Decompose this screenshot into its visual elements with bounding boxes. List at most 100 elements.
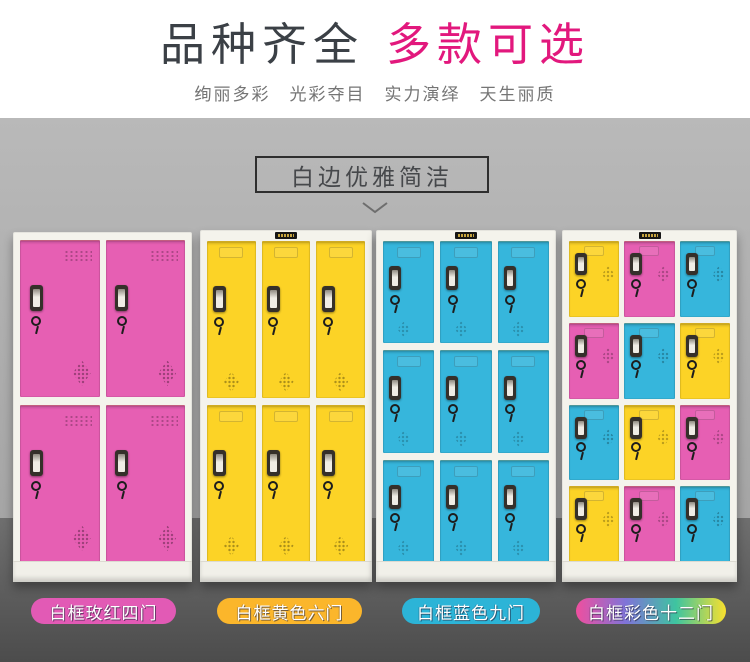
key-icon [576, 523, 587, 542]
locker-base [200, 561, 372, 582]
card-slot [511, 356, 536, 368]
card-slot [273, 411, 298, 422]
door-handle [115, 284, 129, 311]
vent-diamond-icon [512, 539, 526, 556]
vent-holes-icon [149, 415, 178, 427]
key-icon [576, 278, 587, 297]
card-slot [219, 247, 244, 258]
locker-door-pink [20, 240, 100, 397]
vent-diamond-icon [333, 371, 349, 392]
vent-diamond-icon [601, 265, 615, 283]
card-slot [639, 246, 660, 256]
vent-diamond-icon [657, 511, 671, 529]
door-handle [685, 253, 698, 276]
door-handle [389, 484, 402, 509]
door-handle [575, 334, 588, 357]
key-icon [686, 442, 698, 461]
key-icon [116, 315, 128, 334]
section-caption-label: 白边优雅简洁 [291, 163, 453, 190]
key-icon [631, 278, 642, 297]
vent-diamond-icon [454, 539, 468, 556]
door-handle [212, 285, 226, 312]
card-slot [328, 247, 353, 258]
vent-diamond-icon [333, 535, 349, 556]
locker-door-blue [679, 241, 730, 317]
key-icon [31, 315, 42, 334]
card-slot [453, 247, 478, 258]
card-slot [396, 465, 421, 477]
door-handle [685, 334, 698, 357]
locker-door-pink [624, 486, 675, 562]
door-handle [212, 449, 226, 476]
key-icon [447, 294, 459, 313]
locker-door-yellow [569, 241, 620, 317]
vent-diamond-icon [278, 535, 294, 556]
key-icon [631, 360, 642, 379]
card-slot [453, 356, 478, 368]
vent-diamond-icon [712, 265, 726, 283]
vent-holes-icon [64, 250, 93, 262]
locker-door-pink [105, 240, 185, 397]
vent-diamond-icon [512, 430, 526, 447]
vent-diamond-icon [72, 360, 91, 387]
locker-door-blue [497, 459, 549, 562]
key-icon [576, 442, 587, 461]
card-slot [639, 327, 660, 338]
door-handle [446, 266, 459, 291]
card-slot [639, 491, 660, 502]
card-slot [694, 491, 715, 502]
key-icon [323, 480, 334, 499]
product-label-blue-9door: 白框蓝色九门 [402, 598, 540, 624]
door-handle [503, 375, 516, 400]
door-handle [630, 334, 643, 357]
product-label-pink-4door: 白框玫红四门 [31, 598, 176, 624]
vent-diamond-icon [657, 347, 671, 365]
locker-door-blue [497, 350, 549, 453]
key-icon [686, 278, 698, 297]
key-icon [268, 316, 279, 335]
locker-base [13, 561, 192, 582]
locker-door-blue [569, 404, 620, 481]
vent-diamond-icon [158, 525, 177, 552]
card-slot [396, 356, 421, 368]
locker-door-yellow [624, 404, 675, 481]
door-handle [389, 266, 402, 291]
vent-diamond-icon [512, 321, 526, 338]
key-icon [686, 360, 698, 379]
chevron-down-icon [0, 201, 750, 214]
locker-door-pink [20, 405, 100, 562]
door-grid [383, 241, 549, 562]
locker-door-blue [624, 322, 675, 399]
card-slot [453, 465, 478, 477]
vent-diamond-icon [158, 360, 177, 387]
card-slot [396, 247, 421, 258]
title-main: 品种齐全 [159, 19, 364, 70]
vent-diamond-icon [712, 511, 726, 529]
locker-door-blue [383, 241, 435, 344]
locker-door-blue [440, 350, 492, 453]
key-icon [504, 404, 516, 423]
locker-pink-4door [13, 232, 192, 582]
door-handle [503, 266, 516, 291]
door-handle [322, 449, 336, 476]
key-icon [390, 513, 401, 532]
vent-diamond-icon [454, 430, 468, 447]
page-subtitle: 绚丽多彩 光彩夺目 实力演绎 天生丽质 [194, 85, 556, 104]
key-icon [323, 316, 334, 335]
card-slot [219, 411, 244, 422]
key-icon [447, 513, 459, 532]
vent-holes-icon [149, 250, 178, 262]
door-handle [630, 498, 643, 521]
locker-base [562, 561, 737, 582]
door-handle [322, 285, 336, 312]
locker-door-blue [383, 459, 435, 562]
card-slot [639, 409, 660, 420]
card-slot [694, 327, 715, 338]
door-handle [267, 449, 281, 476]
door-handle [575, 253, 588, 276]
key-icon [686, 523, 698, 542]
locker-door-pink [679, 404, 730, 481]
key-icon [31, 480, 42, 499]
locker-door-pink [569, 322, 620, 399]
locker-multicolor-12door [562, 230, 737, 582]
